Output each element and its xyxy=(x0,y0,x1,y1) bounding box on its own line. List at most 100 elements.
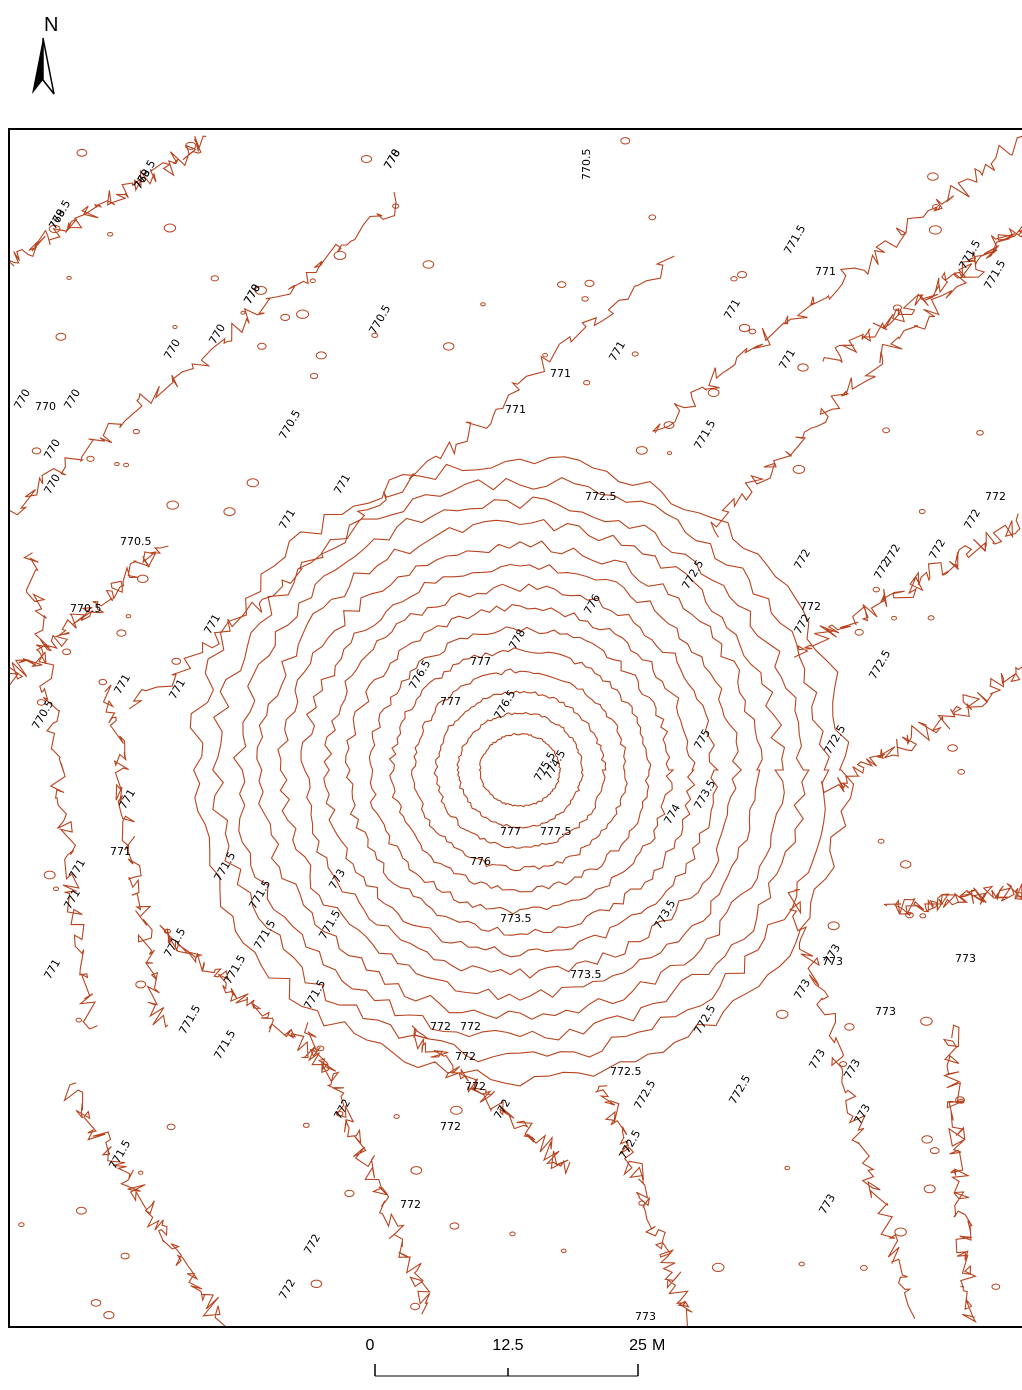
contour-label: 771.5 xyxy=(221,953,248,987)
contour-label: 771 xyxy=(331,472,353,497)
contour-label: 770.5 xyxy=(276,408,303,442)
contour-blob xyxy=(310,1279,323,1289)
scale-tick-label: 12.5 xyxy=(492,1337,523,1354)
contour-line xyxy=(411,1025,571,1176)
contour-line xyxy=(942,1024,977,1323)
contour-blob xyxy=(171,657,182,665)
contour-blob xyxy=(928,225,942,235)
contour-blob xyxy=(344,1189,355,1198)
contour-label: 771 xyxy=(606,339,628,364)
contour-label: 773 xyxy=(791,977,813,1002)
contour-line xyxy=(787,888,916,1320)
north-label: N xyxy=(44,14,59,36)
contour-blob xyxy=(730,276,738,282)
scale-unit: M xyxy=(652,1337,665,1354)
contour-blob xyxy=(707,388,720,398)
contour-label: 771.5 xyxy=(211,850,238,884)
contour-label: 773.5 xyxy=(500,912,532,925)
contour-blob xyxy=(257,342,267,350)
contour-label: 772.5 xyxy=(631,1078,658,1112)
contour-blob xyxy=(620,137,631,145)
contour-blob xyxy=(957,768,966,775)
contour-blob xyxy=(333,250,347,261)
contour-blob xyxy=(86,455,95,462)
contour-label: 776 xyxy=(470,855,491,868)
contour-ring xyxy=(411,668,628,872)
contour-label: 772 xyxy=(460,1020,481,1033)
contour-blob xyxy=(991,1283,1001,1290)
contour-label: 771.5 xyxy=(106,1138,133,1172)
contour-label: 772 xyxy=(926,537,948,562)
contour-blob xyxy=(138,1170,144,1175)
north-arrow-icon xyxy=(32,37,55,95)
contour-blob xyxy=(775,1009,789,1019)
contour-blob xyxy=(120,1252,130,1260)
contour-label: 778 xyxy=(381,147,403,172)
contour-blob xyxy=(132,428,140,435)
contour-label: 771 xyxy=(41,957,63,982)
contour-label: 773 xyxy=(816,1192,838,1217)
contour-blob xyxy=(584,279,595,287)
contour-blob xyxy=(663,421,675,430)
contour-blob xyxy=(860,1265,868,1271)
contour-line xyxy=(883,883,1022,916)
contour-blob xyxy=(76,148,88,157)
contour-blob xyxy=(666,451,673,456)
contour-ring xyxy=(433,690,607,849)
contour-label: 772.5 xyxy=(726,1073,753,1107)
contour-label: 771 xyxy=(66,857,88,882)
contour-blob xyxy=(315,351,327,360)
contour-blob xyxy=(36,699,46,706)
contour-ring xyxy=(388,647,652,893)
contour-label: 772.5 xyxy=(616,1128,643,1162)
contour-label: 773 xyxy=(841,1057,863,1082)
contour-blob xyxy=(43,870,56,880)
contour-label: 770 xyxy=(35,400,56,413)
contour-blob xyxy=(450,1105,463,1115)
contour-label: 772 xyxy=(985,490,1006,503)
contour-blob xyxy=(892,304,903,312)
contour-label: 773 xyxy=(955,952,976,965)
contour-line xyxy=(10,545,169,686)
contour-blob xyxy=(923,1184,936,1194)
contour-blob xyxy=(947,744,958,752)
scale-tick-label: 0 xyxy=(366,1337,375,1354)
contour-blob xyxy=(854,628,864,636)
contour-blob xyxy=(748,328,757,335)
contour-blob xyxy=(90,1299,102,1307)
contour-blob xyxy=(920,1016,933,1026)
contour-line xyxy=(63,1082,226,1326)
contour-blob xyxy=(927,172,939,181)
contour-ring xyxy=(256,518,786,1020)
contour-label: 771 xyxy=(721,297,743,322)
contour-blob xyxy=(410,1166,423,1175)
contour-blob xyxy=(223,507,236,517)
contour-label: 771.5 xyxy=(956,238,983,272)
contour-label: 771.5 xyxy=(981,258,1008,292)
contour-blob xyxy=(792,464,806,474)
contour-blob xyxy=(648,214,657,221)
contour-label: 772 xyxy=(791,547,813,572)
contour-blob xyxy=(827,921,840,931)
contour-label: 778 xyxy=(506,627,528,652)
contour-blob xyxy=(631,351,639,357)
contour-label: 773.5 xyxy=(570,968,602,981)
contour-blob xyxy=(335,1110,344,1117)
contour-label: 771 xyxy=(550,367,571,380)
contour-label: 776 xyxy=(581,592,603,617)
contour-label: 771 xyxy=(116,787,138,812)
contour-blob xyxy=(638,1200,646,1206)
contour-blob xyxy=(393,1114,400,1119)
contour-label: 770 xyxy=(41,437,63,462)
contour-label: 770.5 xyxy=(29,698,56,732)
contour-line xyxy=(159,924,337,1072)
contour-blob xyxy=(509,1231,516,1237)
contour-blob xyxy=(918,509,926,514)
contour-blob xyxy=(894,1227,907,1237)
contour-blob xyxy=(310,372,319,380)
contour-line xyxy=(652,135,1022,434)
contour-label: 771.5 xyxy=(176,1003,203,1037)
contour-blob xyxy=(583,380,591,386)
contour-blob xyxy=(135,980,147,989)
contour-label: 776.5 xyxy=(491,688,518,722)
